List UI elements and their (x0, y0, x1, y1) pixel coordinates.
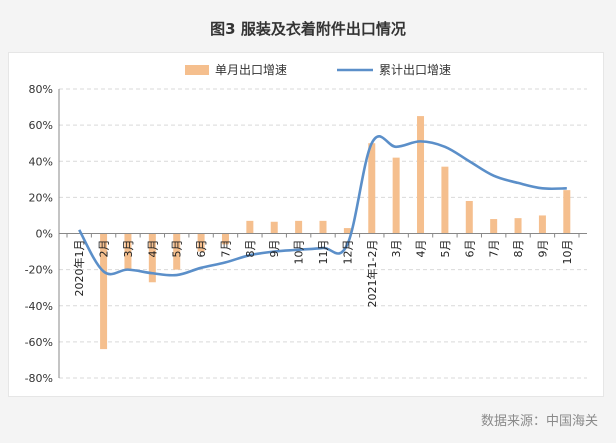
bar (221, 233, 229, 245)
bar (392, 157, 400, 234)
x-tick-label: 10月 (293, 240, 306, 265)
x-tick-label: 3月 (390, 240, 403, 258)
x-tick-label: 8月 (512, 240, 525, 258)
x-tick-labels: 2020年1月 2月 3月 4月 5月 6月 7月 8月 9月 10月 11月 12月 2021年1-2… (72, 240, 574, 308)
x-tick-label: 12月 (341, 240, 354, 265)
x-tick-label: 9月 (268, 240, 281, 258)
y-tick-label: -20% (25, 264, 53, 277)
chart-title: 图3 服装及衣着附件出口情况 (210, 20, 406, 38)
x-tick-label: 6月 (195, 240, 208, 258)
y-tick-label: 0% (36, 228, 53, 241)
bar (173, 233, 181, 270)
x-tick-label: 2020年1月 (72, 240, 86, 297)
y-tick-label: -40% (25, 300, 53, 313)
bar (270, 221, 278, 234)
y-tick-label: 20% (29, 191, 53, 204)
legend-label-line: 累计出口增速 (379, 63, 451, 77)
y-tick-labels: 80% 60% 40% 20% 0% -20% -40% -60% -80% (25, 83, 53, 385)
chart-panel: 80% 60% 40% 20% 0% -20% -40% -60% -80% 2020年1月 2月… (8, 52, 604, 397)
y-tick-label: 80% (29, 83, 53, 96)
bar (563, 190, 571, 234)
bar (197, 233, 205, 252)
bar (343, 228, 351, 234)
bar (490, 219, 498, 234)
source-note: 数据来源：中国海关 (480, 414, 598, 429)
x-tick-label: 6月 (463, 240, 476, 258)
x-tick-label: 8月 (244, 240, 257, 258)
chart-svg: 80% 60% 40% 20% 0% -20% -40% -60% -80% 2020年1月 2月… (25, 63, 587, 385)
y-tick-label: 40% (29, 155, 53, 168)
bar (465, 200, 473, 234)
x-tick-label: 3月 (122, 240, 135, 258)
bar-series (100, 116, 571, 350)
bar (417, 116, 425, 234)
x-axis (58, 89, 587, 378)
line-series-path (78, 135, 567, 277)
x-tick-label: 2月 (98, 240, 111, 258)
bar (514, 218, 522, 234)
y-tick-label: -80% (25, 372, 53, 385)
x-tick-label: 4月 (415, 240, 428, 258)
y-tick-label: 60% (29, 119, 53, 132)
y-tick-label: -60% (25, 336, 53, 349)
bar (100, 233, 108, 350)
bar (124, 233, 132, 270)
x-tick-label: 11月 (317, 240, 330, 265)
bar (246, 220, 254, 234)
x-tick-label: 10月 (561, 240, 574, 265)
bar (441, 166, 449, 234)
bar (368, 143, 376, 234)
bar (148, 233, 156, 283)
x-tick-label: 4月 (146, 240, 159, 258)
bar (295, 220, 303, 234)
x-tick-label: 5月 (439, 240, 452, 258)
legend-swatch-bar (185, 65, 209, 75)
legend-label-bar: 单月出口增速 (215, 63, 287, 77)
bar (319, 220, 327, 234)
x-tick-label: 7月 (488, 240, 501, 258)
grid-lines (59, 88, 587, 379)
line-series (78, 135, 567, 277)
x-tick-label: 5月 (171, 240, 184, 258)
bar (538, 215, 546, 234)
x-tick-label: 2021年1-2月 (365, 240, 379, 308)
legend: 单月出口增速 累计出口增速 (185, 63, 451, 77)
x-tick-label: 9月 (536, 240, 549, 258)
x-tick-label: 7月 (219, 240, 232, 258)
